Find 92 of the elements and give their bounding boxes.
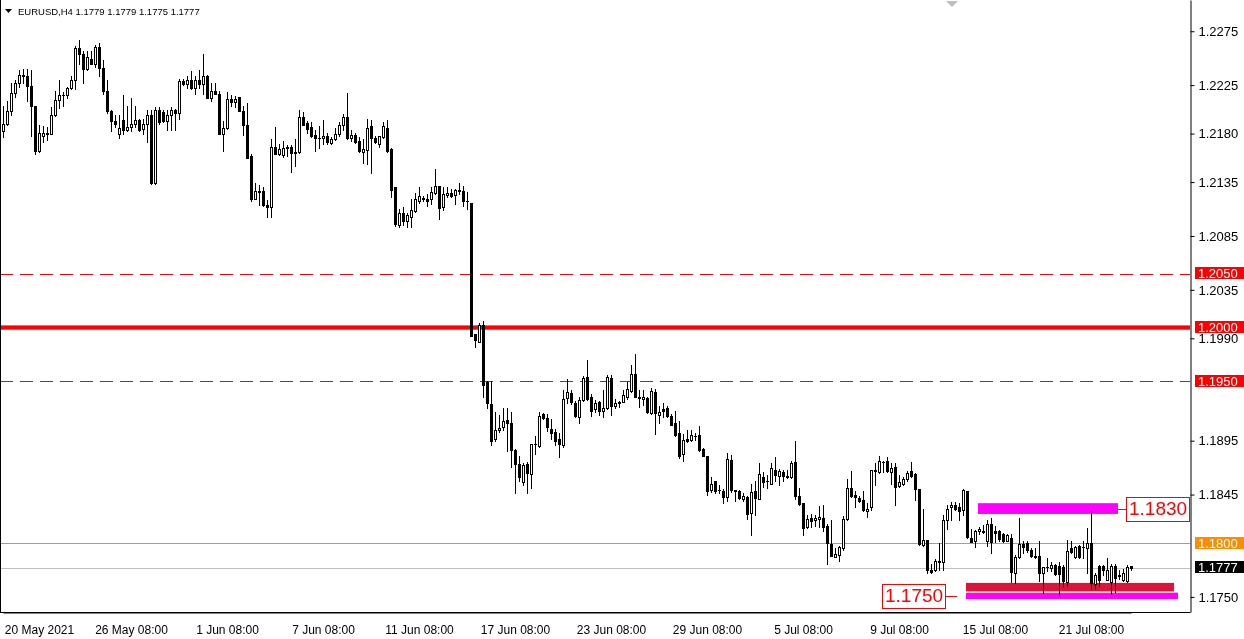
candlestick [950,501,953,522]
x-tick-label: 15 Jul 08:00 [962,623,1029,638]
candlestick [118,114,121,140]
x-tick-label: 17 Jun 08:00 [480,623,551,638]
x-tick-label: 29 Jun 08:00 [672,623,743,638]
candlestick [462,185,465,208]
ref-line-label: 1.1777 [1198,559,1238,575]
x-tick-label: 11 Jun 08:00 [385,623,455,638]
candlestick [366,118,369,166]
candlestick [566,378,569,405]
candlestick [1046,557,1049,573]
ref-line-label: 1.2050 [1198,265,1238,281]
y-tick-label: 1.1750 [1198,589,1239,605]
candlestick [1058,561,1061,598]
candlestick [94,44,97,69]
band-label: 1.2000 [1198,319,1238,335]
candlestick [414,192,417,214]
candlestick [506,407,509,453]
y-tick-label: 1.2225 [1198,77,1239,93]
candlestick [290,144,293,174]
candlestick [166,109,169,132]
candlestick [82,50,85,85]
text: EURUSD,H4 1.1779 1.1779 1.1775 1.1777 [18,6,200,18]
candlestick [550,418,553,441]
candlestick [1082,540,1085,560]
candlestick [62,91,65,108]
candlestick [410,198,413,229]
candlestick [26,68,29,103]
band-label: 1.1830 [1129,498,1188,520]
band-label: 1.1750 [885,585,944,607]
candlestick [318,125,321,150]
candlestick [678,420,681,460]
x-tick-label: 9 Jul 08:00 [870,623,930,638]
candlestick [170,106,173,132]
candlestick [1110,563,1113,596]
candlestick [198,69,201,90]
candlestick [134,105,137,129]
candlestick [322,119,325,146]
candlestick [130,97,133,133]
y-tick-label: 1.2135 [1198,174,1239,190]
candlestick [438,185,441,221]
x-tick-label: 23 Jun 08:00 [576,623,647,638]
candlestick [650,387,653,416]
candlestick [774,456,777,483]
candlestick [86,50,89,72]
candlestick [190,70,193,91]
ref-line-label: 1.1950 [1198,373,1238,389]
y-tick-label: 1.1895 [1198,433,1239,449]
x-tick-label: 20 May 2021 [4,623,75,638]
y-tick-label: 1.1845 [1198,487,1239,503]
x-tick-label: 26 May 08:00 [95,623,169,638]
candlestick [258,184,261,207]
x-tick-label: 1 Jun 08:00 [196,623,260,638]
candlestick [986,519,989,548]
candlestick [830,519,833,558]
candlestick [502,407,505,432]
candlestick [698,425,701,453]
x-tick-label: 21 Jul 08:00 [1058,623,1125,638]
candlestick [634,353,637,399]
candlestick [890,462,893,486]
candlestick [882,460,885,474]
candlestick [654,388,657,436]
candlestick [122,94,125,136]
x-tick-label: 5 Jul 08:00 [774,623,834,638]
candlestick [750,483,753,537]
y-tick-label: 1.2180 [1198,126,1239,142]
candlestick [1038,540,1041,583]
candlestick [522,462,525,487]
candlestick [194,75,197,96]
ref-line-label: 1.1800 [1198,535,1238,551]
candlestick [682,433,685,463]
candlestick [990,517,993,555]
candlestick [818,505,821,529]
candlestick [1114,563,1117,594]
candlestick [466,191,469,211]
candlestick [126,105,129,133]
y-tick-label: 1.2275 [1198,23,1239,39]
candlestick [862,490,865,513]
candlestick [314,129,317,153]
candlestick [262,186,265,208]
candlestick [370,119,373,175]
candlestick [894,462,897,507]
y-tick-label: 1.2035 [1198,282,1239,298]
x-tick-label: 7 Jun 08:00 [292,623,356,638]
candlestick [442,186,445,212]
candlestick [1098,564,1101,588]
candlestick [630,364,633,394]
candlestick [202,53,205,96]
y-tick-label: 1.2085 [1198,228,1239,244]
candlestick [402,206,405,227]
candlestick [746,495,749,521]
candlestick [346,92,349,141]
